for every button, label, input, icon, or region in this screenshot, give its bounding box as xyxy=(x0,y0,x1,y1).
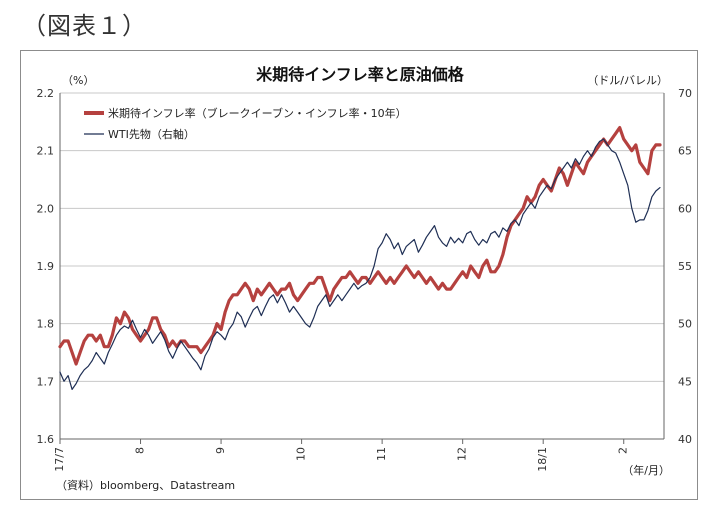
y-left-tick-label: 2.1 xyxy=(37,145,55,158)
y-left-tick-label: 2.2 xyxy=(37,87,55,100)
x-tick-label: 9 xyxy=(214,447,227,454)
series-line-wti xyxy=(59,138,661,390)
y-right-tick-label: 50 xyxy=(678,318,692,331)
x-axis-unit: （年/月） xyxy=(622,463,670,477)
x-tick-label: 8 xyxy=(134,447,147,454)
series-group xyxy=(58,126,662,390)
axes: 1.6 1.7 1.8 1.9 2.0 2.1 2.2 40 45 50 55 60 65 70 17/7 8… xyxy=(37,87,693,472)
legend: 米期待インフレ率（ブレークイーブン・インフレ率・10年） WTI先物（右軸） xyxy=(84,106,407,141)
legend-label-inflation: 米期待インフレ率（ブレークイーブン・インフレ率・10年） xyxy=(108,106,407,120)
y-right-tick-label: 70 xyxy=(678,87,692,100)
gridlines xyxy=(60,92,664,440)
y-left-tick-label: 1.6 xyxy=(37,433,55,446)
right-axis-unit: （ドル/バレル） xyxy=(587,74,668,87)
x-tick-label: 17/7 xyxy=(53,447,66,472)
y-right-tick-label: 55 xyxy=(678,260,692,273)
y-right-tick-label: 60 xyxy=(678,202,692,215)
chart-frame xyxy=(20,50,698,500)
source-note: （資料）bloomberg、Datastream xyxy=(56,478,235,492)
legend-label-wti: WTI先物（右軸） xyxy=(108,127,195,141)
y-left-tick-label: 1.7 xyxy=(37,375,55,388)
x-tick-label: 11 xyxy=(375,447,388,461)
y-right-tick-label: 45 xyxy=(678,375,692,388)
y-left-tick-label: 2.0 xyxy=(37,202,55,215)
series-line-inflation xyxy=(58,126,662,366)
y-left-tick-label: 1.8 xyxy=(37,318,55,331)
y-right-tick-label: 40 xyxy=(678,433,692,446)
left-axis-unit: （%） xyxy=(62,74,94,87)
x-tick-label: 18/1 xyxy=(536,447,549,472)
y-right-tick-label: 65 xyxy=(678,145,692,158)
figure-label: （図表１） xyxy=(22,12,147,40)
chart-title: 米期待インフレ率と原油価格 xyxy=(256,65,465,84)
x-tick-label: 2 xyxy=(617,447,630,454)
y-left-tick-label: 1.9 xyxy=(37,260,55,273)
x-tick-label: 10 xyxy=(295,447,308,461)
x-tick-label: 12 xyxy=(456,447,469,461)
